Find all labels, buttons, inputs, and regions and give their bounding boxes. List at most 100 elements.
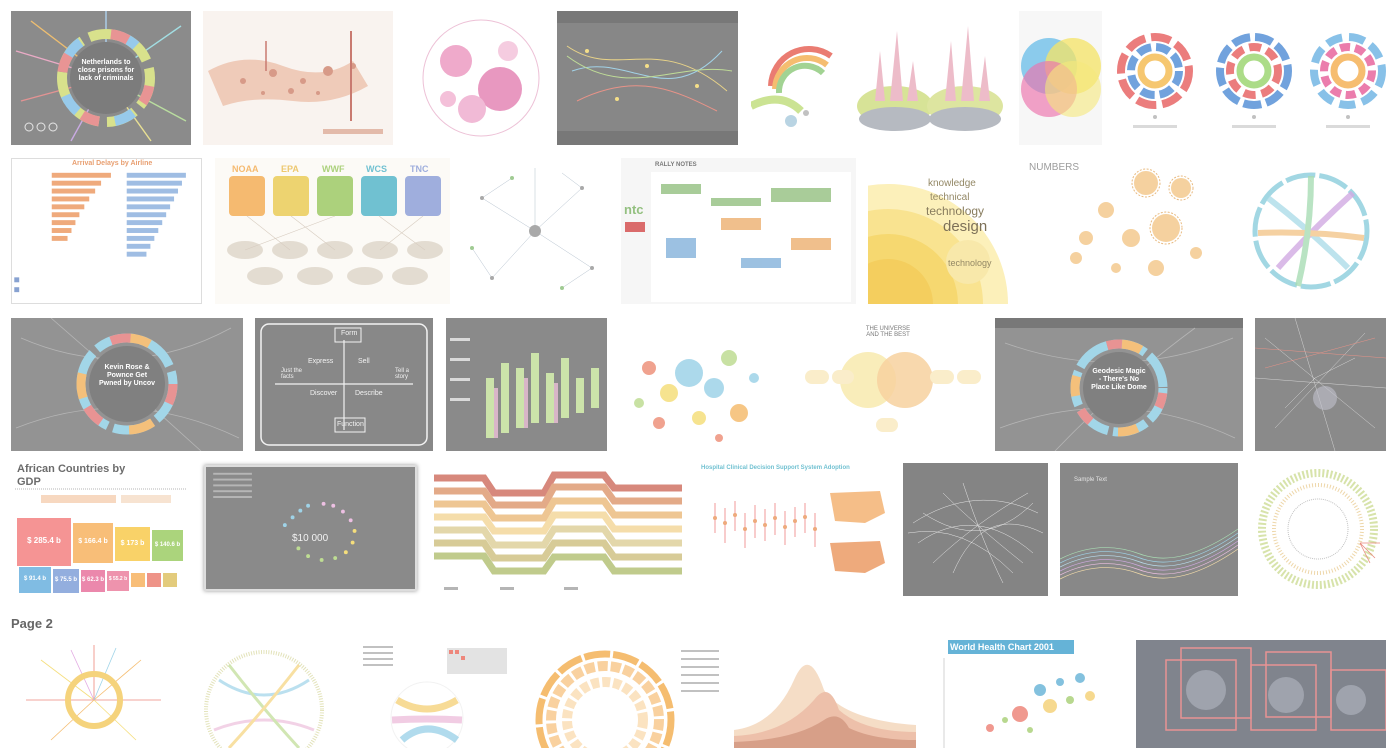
flow-network-image [557,11,738,145]
result-thumb-7[interactable] [1019,11,1102,145]
result-thumb-10[interactable] [1308,11,1388,145]
gdp-value-5: $ 91.4 b [23,576,46,582]
bubble-cluster-image [634,350,759,442]
sketch-word-4: Discover [310,390,338,397]
result-thumb-29[interactable]: Hospital Clinical Decision Support Syste… [695,463,890,596]
thumb-27-value: $10 000 [292,533,329,544]
org-label-1: NOAA [232,164,259,174]
thumb-16-word-5: technology [948,258,992,268]
word-arc-image [868,184,1008,304]
result-thumb-36[interactable] [535,640,722,748]
result-thumb-23[interactable]: THE UNIVERSE AND THE BEST [790,318,984,451]
sketch-word-1: Form [341,330,358,337]
result-thumb-15[interactable]: ntc RALLY NOTES [621,158,856,304]
result-thumb-5[interactable] [751,11,839,145]
result-thumb-28[interactable] [434,463,682,596]
result-thumb-4[interactable] [557,11,738,145]
thumb-16-word-3: technology [926,204,985,218]
result-thumb-31[interactable]: Sample Text [1060,463,1238,596]
thumb-17-title: NUMBERS [1029,162,1080,173]
thumb-38-title: World Health Chart 2001 [950,642,1054,652]
result-thumb-1[interactable]: Netherlands to close prisons for lack of… [11,11,191,145]
chord-diagram-image [204,650,324,748]
org-label-4: WCS [366,164,387,174]
sketch-quadrant-image [260,323,428,446]
result-thumb-30[interactable] [903,463,1048,596]
thumb-29-title: Hospital Clinical Decision Support Syste… [701,465,850,471]
result-thumb-39[interactable] [1136,640,1386,748]
result-thumb-9[interactable] [1214,11,1294,145]
result-thumb-12[interactable]: Arrival Delays by Airline [11,158,202,304]
result-thumb-27[interactable]: $10 000 [204,465,417,591]
result-thumb-16[interactable]: knowledge technical technology design te… [868,158,1014,304]
thumb-16-word-4: design [943,218,988,235]
radial-chart-image [15,318,240,451]
result-thumb-38[interactable]: World Health Chart 2001 [930,640,1124,748]
scatter-bubble-chart-image [943,640,1095,748]
chord-diagram-image [1252,172,1370,290]
venn-diagram-image [1021,38,1101,117]
sketch-word-6: Function [337,421,364,428]
sunburst-chart-image [1117,33,1193,128]
gdp-treemap-image [15,488,187,593]
wave-lines-image [1060,528,1238,580]
starburst-chart-image [26,645,161,741]
gdp-value-7: $ 62.3 b [81,577,104,583]
result-thumb-33[interactable] [11,640,177,748]
result-thumb-22[interactable] [619,318,776,451]
sketch-word-5: Describe [355,390,383,397]
gdp-value-6: $ 75.5 b [54,577,77,583]
result-thumb-26[interactable]: African Countries by GDP $ 285.4 b $ 166… [11,463,187,596]
spiral-dots-image [213,472,357,562]
thumb-12-title: Arrival Delays by Airline [72,160,153,167]
bubble-graph-image [422,19,540,137]
result-thumb-17[interactable]: NUMBERS [1026,158,1220,304]
result-thumb-25[interactable] [1255,318,1386,451]
result-thumb-18[interactable] [1238,158,1384,304]
gear-bubble-image [1070,168,1202,276]
thumb-31-caption: Sample Text [1074,477,1107,483]
result-thumb-24[interactable]: Geodesic Magic - There's No Place Like D… [995,318,1243,451]
result-thumb-37[interactable] [734,640,916,748]
population-map-image [208,31,383,134]
thumb-16-word-2: technical [930,192,970,203]
result-thumb-6[interactable] [855,11,1006,145]
hand-drawn-venn-image [805,352,981,432]
result-thumb-3[interactable] [418,11,544,145]
dot-plot-map-image [713,491,885,573]
result-thumb-20[interactable]: Form Express Sell Discover Describe Func… [255,318,433,451]
bar-chart-image [14,172,186,293]
result-thumb-8[interactable] [1115,11,1195,145]
thumb-15-brand: ntc [624,202,644,217]
sunburst-chart-image [1216,33,1292,128]
ridgeline-chart-image [734,664,916,748]
radial-table-image [535,650,719,748]
sketch-word-2: Express [308,358,334,365]
sketch-word-3: Sell [358,358,370,365]
chord-periodic-image [363,646,507,748]
result-thumb-19[interactable]: Kevin Rose & Pownce Get Pwned by Uncov [11,318,243,451]
gdp-value-1: $ 285.4 b [27,536,61,545]
rally-notes-image [625,172,851,302]
gdp-value-4: $ 140.6 b [154,542,181,548]
thumb-1-title: Netherlands to close prisons for lack of… [77,59,135,83]
result-thumb-2[interactable] [203,11,393,145]
gdp-value-2: $ 166.4 b [78,538,108,545]
3d-spike-chart-image [857,26,1003,131]
result-thumb-14[interactable] [462,158,608,304]
circular-network-image [1258,469,1380,589]
result-thumb-34[interactable] [189,640,339,748]
gdp-value-8: $ 55.2 b [108,576,128,582]
org-label-3: WWF [322,164,345,174]
result-thumb-35[interactable] [357,640,522,748]
result-thumb-32[interactable] [1250,463,1386,596]
3d-bar-chart-image [450,338,599,438]
result-thumb-21[interactable] [446,318,607,451]
thumb-24-title: Geodesic Magic - There's No Place Like D… [1091,368,1147,392]
thumb-19-title: Kevin Rose & Pownce Get Pwned by Uncov [99,364,156,388]
result-thumb-13[interactable]: NOAA EPA WWF WCS TNC [215,158,450,304]
radial-chart-image [15,11,187,142]
thumb-23-title: THE UNIVERSE AND THE BEST [865,326,911,338]
sketch-word-8: Tell a story [395,368,410,380]
dense-network-image [1255,318,1386,451]
